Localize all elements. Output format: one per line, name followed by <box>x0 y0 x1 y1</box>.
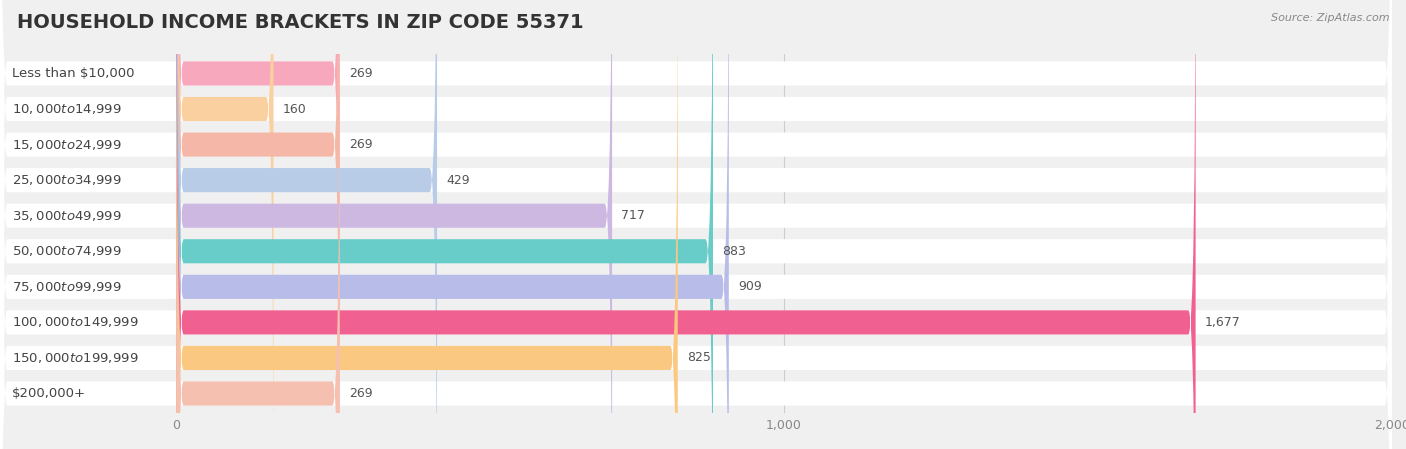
Text: $35,000 to $49,999: $35,000 to $49,999 <box>13 209 122 223</box>
FancyBboxPatch shape <box>176 0 713 449</box>
Text: $10,000 to $14,999: $10,000 to $14,999 <box>13 102 122 116</box>
Text: 269: 269 <box>349 67 373 80</box>
Text: 429: 429 <box>446 174 470 187</box>
FancyBboxPatch shape <box>176 0 340 449</box>
Text: $100,000 to $149,999: $100,000 to $149,999 <box>13 315 139 330</box>
Text: 909: 909 <box>738 280 762 293</box>
Text: 717: 717 <box>621 209 645 222</box>
Text: 269: 269 <box>349 387 373 400</box>
FancyBboxPatch shape <box>176 0 1195 449</box>
Text: $15,000 to $24,999: $15,000 to $24,999 <box>13 137 122 152</box>
Text: $50,000 to $74,999: $50,000 to $74,999 <box>13 244 122 258</box>
FancyBboxPatch shape <box>176 0 612 449</box>
Text: Less than $10,000: Less than $10,000 <box>13 67 135 80</box>
Text: $200,000+: $200,000+ <box>13 387 86 400</box>
Text: 160: 160 <box>283 102 307 115</box>
Text: 883: 883 <box>723 245 747 258</box>
Text: $150,000 to $199,999: $150,000 to $199,999 <box>13 351 139 365</box>
Text: 825: 825 <box>688 352 710 365</box>
Text: Source: ZipAtlas.com: Source: ZipAtlas.com <box>1271 13 1389 23</box>
FancyBboxPatch shape <box>176 0 340 449</box>
Text: 1,677: 1,677 <box>1205 316 1240 329</box>
FancyBboxPatch shape <box>176 0 437 449</box>
FancyBboxPatch shape <box>176 0 274 449</box>
Text: 269: 269 <box>349 138 373 151</box>
FancyBboxPatch shape <box>176 0 678 449</box>
Text: $25,000 to $34,999: $25,000 to $34,999 <box>13 173 122 187</box>
FancyBboxPatch shape <box>176 0 728 449</box>
Text: $75,000 to $99,999: $75,000 to $99,999 <box>13 280 122 294</box>
Text: HOUSEHOLD INCOME BRACKETS IN ZIP CODE 55371: HOUSEHOLD INCOME BRACKETS IN ZIP CODE 55… <box>17 13 583 32</box>
FancyBboxPatch shape <box>176 0 340 449</box>
